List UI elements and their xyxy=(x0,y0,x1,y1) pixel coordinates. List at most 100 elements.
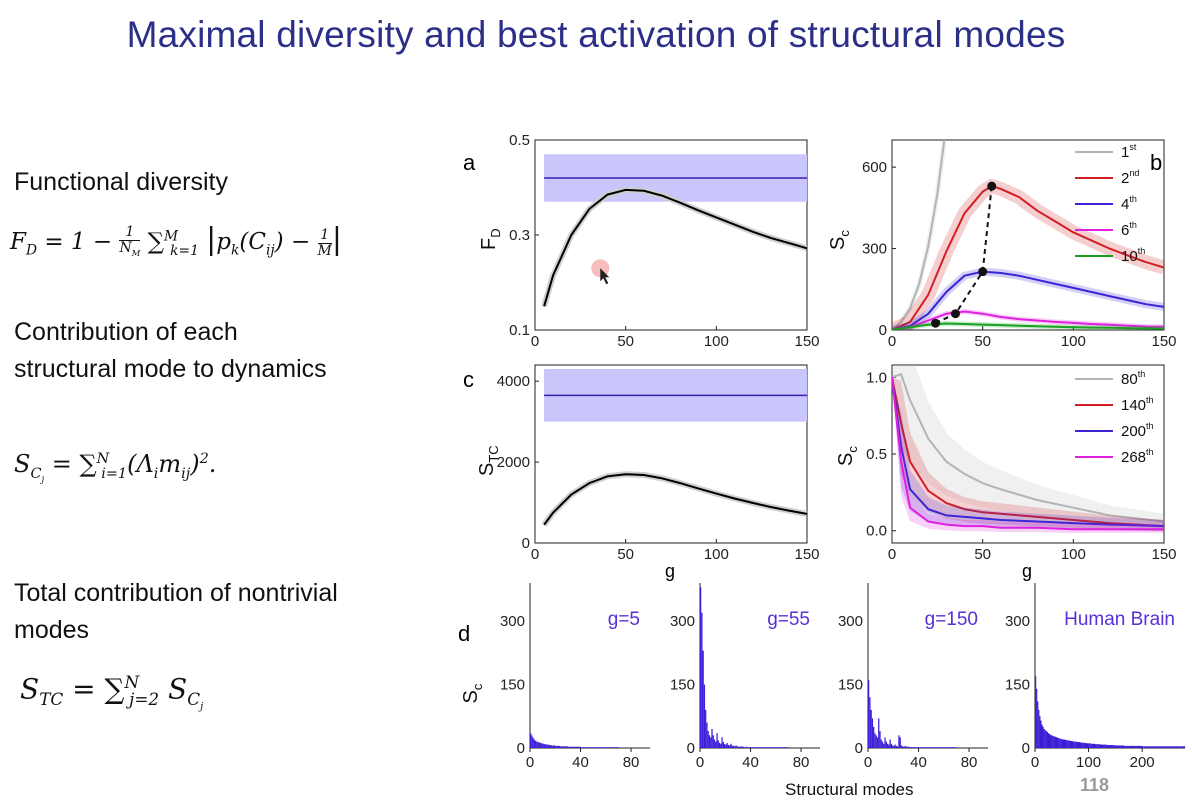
panel-d-ytick-label: 150 xyxy=(670,677,695,694)
panel-d-xlabel: Structural modes xyxy=(785,780,914,799)
panel-d-bar xyxy=(1131,745,1133,748)
panel-d-bar xyxy=(775,747,778,748)
panel-cr-ytick-label: 1.0 xyxy=(866,369,887,386)
panel-d-bar xyxy=(1136,745,1138,748)
panel-d-bar xyxy=(550,745,552,748)
panel-d-ylabel: Sc xyxy=(460,683,485,703)
panel-d-bar xyxy=(1105,744,1107,748)
cursor-icon xyxy=(600,268,610,285)
panel-d-bar xyxy=(755,747,757,748)
panel-d-bar xyxy=(884,737,886,748)
panel-d-bar xyxy=(1073,741,1075,748)
panel-d-bar xyxy=(1177,746,1179,748)
panel-d-bar xyxy=(904,745,906,748)
panel-c-letter: c xyxy=(463,367,474,392)
panel-d-xtick-label: 40 xyxy=(742,754,759,771)
panel-d-bar xyxy=(1101,744,1103,748)
panel-d-bar xyxy=(565,746,567,748)
panel-d-subplot-label: g=150 xyxy=(925,609,978,630)
cursor-highlight xyxy=(591,259,610,278)
panel-d-bar xyxy=(1087,743,1089,748)
panel-d-bar xyxy=(1149,746,1151,748)
panel-d-bar xyxy=(1146,746,1148,748)
panel-d-bar xyxy=(703,684,706,748)
panel-d-xtick-label: 200 xyxy=(1130,754,1155,771)
panel-cr-xlabel: g xyxy=(1022,561,1032,581)
panel-d-bar xyxy=(756,747,759,748)
panel-d-bar xyxy=(893,745,895,748)
panel-cr-band-268th xyxy=(892,377,1164,533)
panel-d-bar xyxy=(581,747,584,748)
panel-d-bar xyxy=(952,747,954,748)
panel-d-bar xyxy=(1042,726,1044,748)
panel-d-ytick-label: 0 xyxy=(687,740,695,757)
panel-d-bar xyxy=(567,746,570,748)
panel-d-bar xyxy=(1140,745,1142,748)
panel-d-bar xyxy=(1132,745,1134,748)
panel-d-bar xyxy=(612,747,614,748)
panel-d-bar xyxy=(1111,745,1113,748)
panel-d-bar xyxy=(1045,731,1047,748)
panel-d-bar xyxy=(933,747,935,748)
panel-d-bar xyxy=(1086,743,1088,748)
panel-a-ytick-label: 0.5 xyxy=(509,132,530,149)
total-contribution-label: Total contribution of nontrivial modes xyxy=(14,579,338,644)
panel-d-bar xyxy=(602,747,604,748)
panel-d-bar xyxy=(772,747,774,748)
panel-d-bar xyxy=(777,747,779,748)
panel-b-ylabel: Sc xyxy=(827,230,852,250)
panel-c-xtick-label: 50 xyxy=(617,546,634,563)
panel-d-bar xyxy=(1180,746,1182,748)
panel-d-xtick-label: 40 xyxy=(910,754,927,771)
panel-d-bar xyxy=(946,747,948,748)
panel-d-xtick-label: 100 xyxy=(1076,754,1101,771)
panel-d-bar xyxy=(609,747,611,748)
panel-d-bar xyxy=(1043,728,1045,748)
panel-d-bar xyxy=(1155,746,1157,748)
panel-d-bar xyxy=(916,747,918,748)
panel-d-bar xyxy=(590,747,592,748)
panel-d-bar xyxy=(900,745,903,748)
panel-d-bar xyxy=(545,744,547,748)
panel-d-bar xyxy=(1179,746,1181,748)
panel-d-bar xyxy=(1081,742,1083,748)
functional-diversity-formula: FD = 1 − 1 NM ∑Mk=1 |pk(Cij) − 1 M | xyxy=(10,222,342,259)
panel-d-bar xyxy=(1125,745,1127,748)
panel-d-bar xyxy=(607,747,609,748)
panel-d-bar xyxy=(1041,724,1043,748)
contribution-formula: SCj = ∑Ni=1(Λimij)2. xyxy=(14,450,217,485)
panel-d-bar xyxy=(595,747,597,748)
panel-d-bar xyxy=(926,747,928,748)
panel-d-bar xyxy=(1153,746,1156,748)
panel-d-bar xyxy=(1107,745,1110,748)
panel-d-bar xyxy=(940,747,942,748)
panel-d-bar xyxy=(531,735,533,748)
panel-d-bar xyxy=(736,746,738,748)
panel-d-bar xyxy=(1143,746,1145,748)
panel-d-bar xyxy=(557,745,560,748)
panel-d-bar xyxy=(1174,746,1176,748)
panel-d-bar xyxy=(950,747,952,748)
panel-b-peak-line xyxy=(935,185,993,325)
panel-d-bar xyxy=(1104,744,1106,748)
panel-cr-xtick-label: 150 xyxy=(1151,546,1176,563)
panel-d-bar xyxy=(1057,737,1059,748)
panel-d-bar xyxy=(1091,743,1093,748)
panel-d-bar xyxy=(1037,701,1039,748)
panel-d-bar xyxy=(1159,746,1161,748)
panel-d-bar xyxy=(1040,720,1042,748)
panel-d-bar xyxy=(769,747,771,748)
panel-d-bar xyxy=(1053,736,1055,748)
panel-d-bar xyxy=(562,746,565,748)
panel-d-bar xyxy=(1164,746,1166,748)
panel-d-bar xyxy=(731,745,733,748)
panel-d-bar xyxy=(1035,676,1037,748)
panel-d-ytick-label: 150 xyxy=(500,677,525,694)
panel-d-bar xyxy=(722,742,724,748)
panel-d-bar xyxy=(576,746,578,748)
panel-d-bar xyxy=(712,735,714,748)
panel-d-bar xyxy=(727,745,730,748)
panel-cr-curve-80th xyxy=(892,372,1164,523)
panel-d-bar xyxy=(726,742,728,748)
panel-cr-xtick-label: 100 xyxy=(1061,546,1086,563)
